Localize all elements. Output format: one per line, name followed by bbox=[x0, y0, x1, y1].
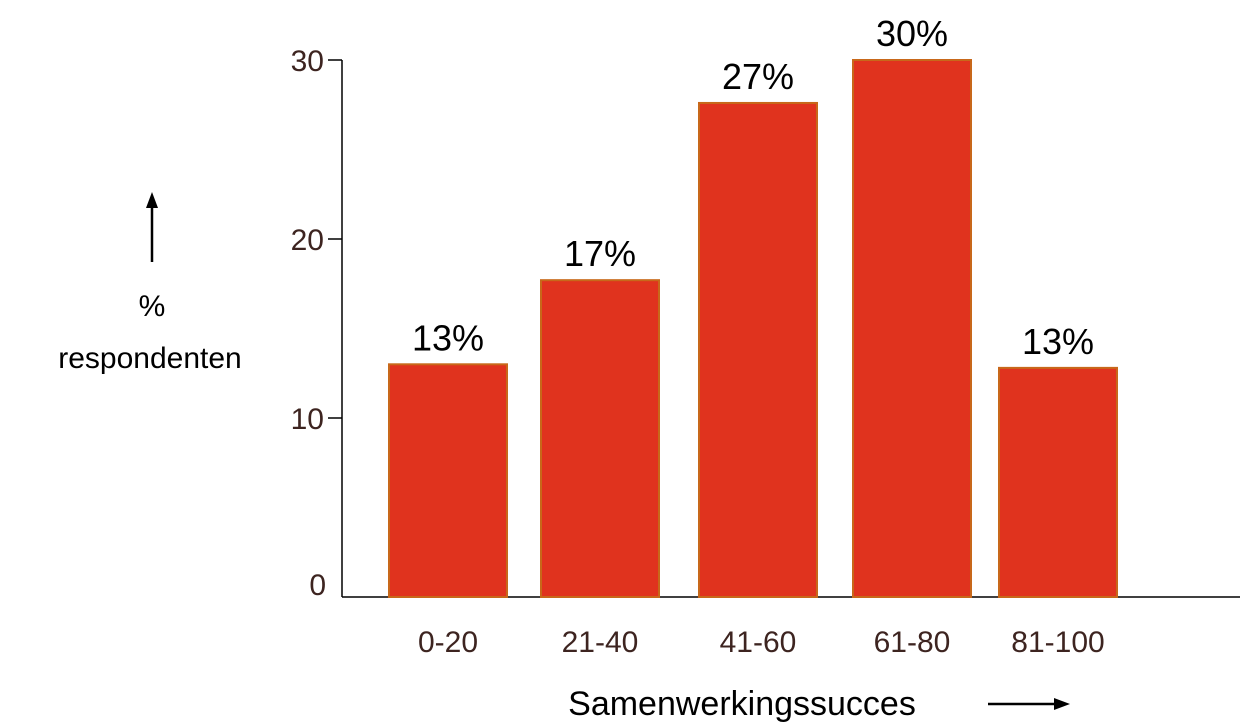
data-label: 27% bbox=[722, 56, 794, 97]
y-axis-symbol: % bbox=[139, 290, 166, 323]
y-tick-label: 10 bbox=[291, 403, 324, 436]
y-ticks: 0 10 20 30 bbox=[291, 45, 342, 602]
data-labels: 13% 17% 27% 30% 13% bbox=[412, 13, 1094, 362]
data-label: 30% bbox=[876, 13, 948, 54]
data-label: 17% bbox=[564, 233, 636, 274]
y-tick-label: 30 bbox=[291, 45, 324, 78]
category-label: 61-80 bbox=[874, 626, 951, 659]
bar-81-100 bbox=[998, 366, 1118, 598]
bar-0-20 bbox=[388, 363, 508, 598]
category-label: 0-20 bbox=[418, 626, 478, 659]
y-axis-title-group: % respondenten bbox=[58, 192, 242, 375]
x-axis-arrowhead-icon bbox=[1054, 698, 1070, 710]
bar-21-40 bbox=[540, 279, 660, 598]
bars bbox=[388, 59, 1118, 599]
bar-61-80 bbox=[852, 59, 972, 598]
category-label: 41-60 bbox=[720, 626, 797, 659]
category-label: 81-100 bbox=[1011, 626, 1104, 659]
data-label: 13% bbox=[1022, 321, 1094, 362]
category-label: 21-40 bbox=[562, 626, 639, 659]
y-tick-label: 20 bbox=[291, 224, 324, 257]
data-label: 13% bbox=[412, 317, 484, 358]
y-tick-label: 0 bbox=[309, 569, 326, 602]
x-axis-title: Samenwerkingssucces bbox=[568, 685, 916, 723]
category-labels: 0-20 21-40 41-60 61-80 81-100 bbox=[418, 626, 1105, 659]
x-axis-title-group: Samenwerkingssucces bbox=[568, 685, 1070, 723]
y-axis-title: respondenten bbox=[58, 342, 242, 375]
y-axis-arrowhead-icon bbox=[146, 192, 158, 208]
bar-41-60 bbox=[698, 101, 818, 599]
